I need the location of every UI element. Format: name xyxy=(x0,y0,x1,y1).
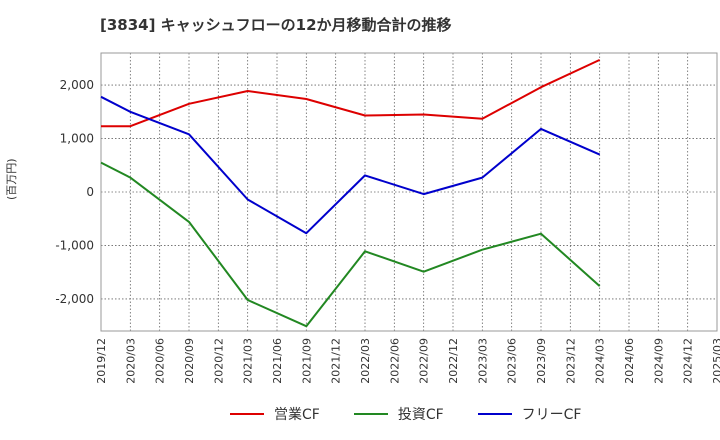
chart-title: [3834] キャッシュフローの12か月移動合計の推移 xyxy=(100,16,452,34)
x-tick-label: 2024/06 xyxy=(623,338,636,384)
y-tick-label: 1,000 xyxy=(60,132,94,146)
x-tick-label: 2023/06 xyxy=(506,338,519,384)
x-tick-label: 2024/12 xyxy=(682,338,695,384)
x-tick-label: 2023/12 xyxy=(564,338,577,384)
legend-item: 投資CF xyxy=(353,404,444,424)
y-tick-labels: 2,000 1,000 0 -1,000 -2,000 xyxy=(55,78,94,306)
y-tick-label: 2,000 xyxy=(60,78,94,92)
x-tick-label: 2021/06 xyxy=(271,338,284,384)
x-tick-label: 2021/12 xyxy=(330,338,343,384)
x-tick-label: 2022/06 xyxy=(388,338,401,384)
x-tick-label: 2020/09 xyxy=(183,338,196,384)
legend-label: フリーCF xyxy=(521,407,582,423)
legend-swatch xyxy=(230,413,264,415)
y-tick-label: -2,000 xyxy=(55,292,94,306)
legend: 営業CF 投資CF フリーCF xyxy=(230,404,581,424)
x-tick-label: 2022/03 xyxy=(359,338,372,384)
x-tick-label: 2019/12 xyxy=(95,338,108,384)
legend-swatch xyxy=(477,413,512,415)
x-tick-label: 2022/12 xyxy=(447,338,460,384)
y-tick-label: -1,000 xyxy=(55,238,94,252)
grid-lines xyxy=(100,53,718,331)
x-tick-label: 2021/09 xyxy=(300,338,313,384)
series-layer xyxy=(100,58,601,328)
legend-label: 営業CF xyxy=(274,407,320,423)
series-line xyxy=(100,161,601,328)
x-tick-label: 2025/03 xyxy=(711,338,720,384)
x-tick-label: 2023/03 xyxy=(476,338,489,384)
legend-swatch xyxy=(353,413,388,415)
x-tick-label: 2024/09 xyxy=(652,338,665,384)
series-line xyxy=(101,58,601,128)
legend-label: 投資CF xyxy=(397,407,444,423)
x-tick-label: 2020/12 xyxy=(212,338,225,384)
legend-item: 営業CF xyxy=(230,404,320,424)
y-tick-label: 0 xyxy=(86,185,94,199)
x-tick-label: 2024/03 xyxy=(594,338,607,384)
x-tick-label: 2023/09 xyxy=(535,338,548,384)
x-tick-label: 2021/03 xyxy=(242,338,255,384)
plot-frame xyxy=(100,52,718,332)
plot-border xyxy=(100,52,718,332)
x-tick-label: 2020/03 xyxy=(124,338,137,384)
x-tick-label: 2022/09 xyxy=(418,338,431,384)
x-tick-label: 2020/06 xyxy=(154,338,167,384)
legend-item: フリーCF xyxy=(477,404,582,424)
x-tick-labels: 2019/12 2020/03 2020/06 2020/09 2020/12 2021/… xyxy=(95,338,720,384)
series-line xyxy=(100,95,601,235)
